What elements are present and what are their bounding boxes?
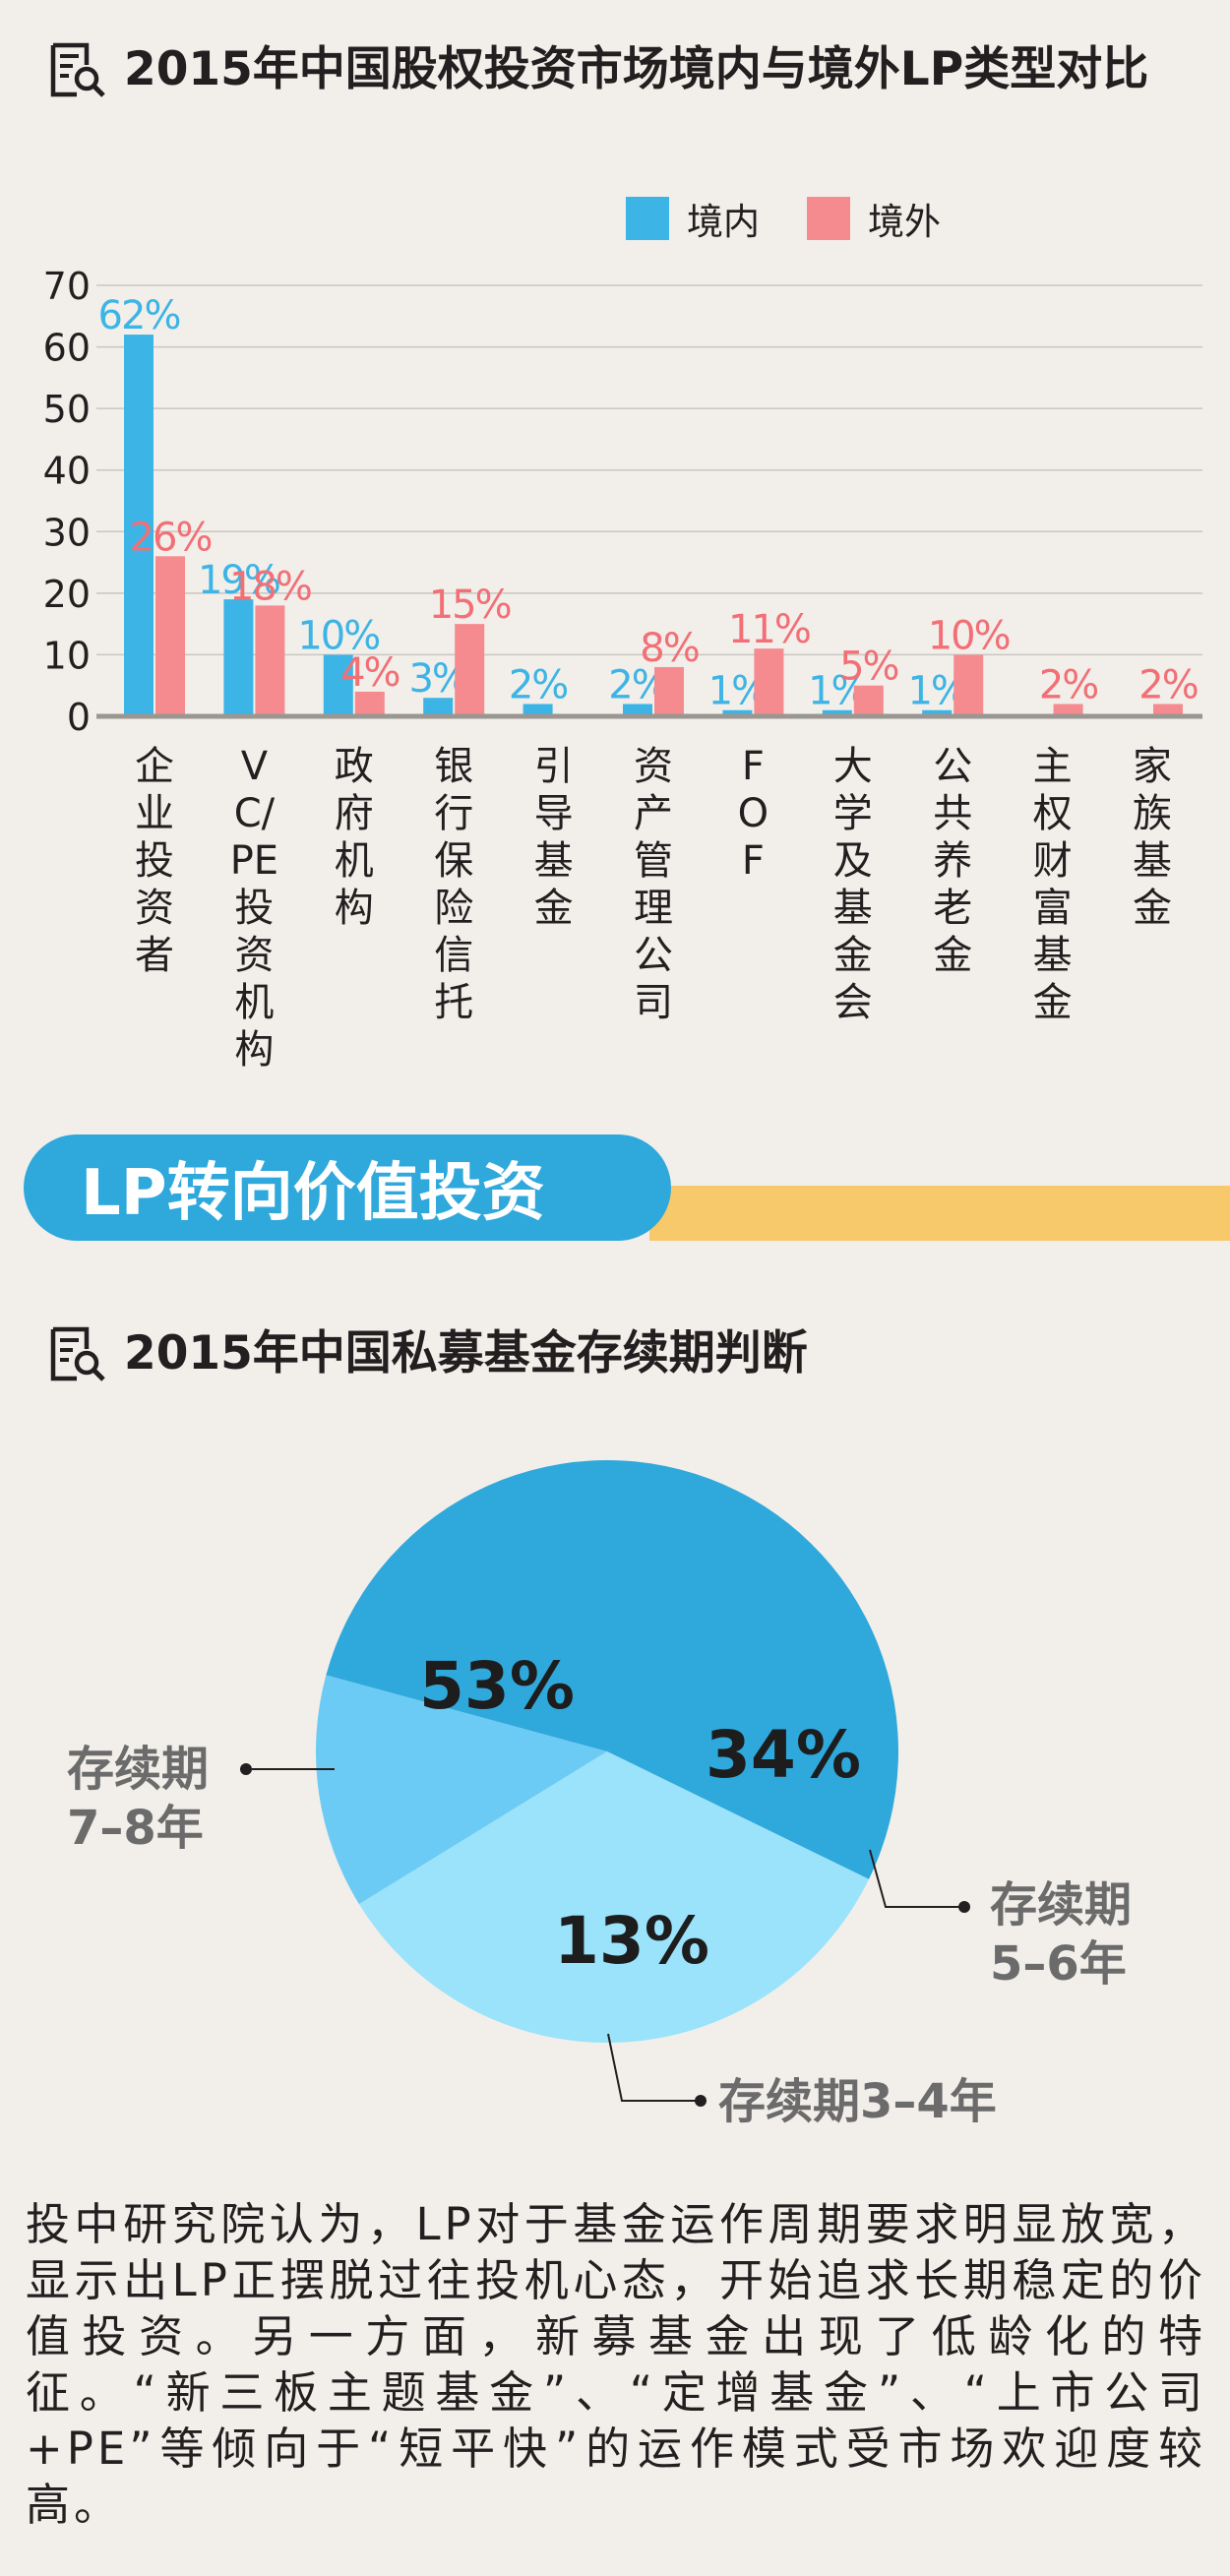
bar-domestic [423, 698, 454, 716]
callout-label-5-6: 存续期 5–6年 [990, 1877, 1133, 1992]
data-label: 62% [98, 293, 180, 338]
category-label: 大学及基金会 [832, 744, 873, 1025]
category-label: 家族基金 [1133, 744, 1172, 931]
y-tick-label: 20 [43, 573, 91, 616]
document-search-icon [50, 1326, 105, 1381]
y-tick-label: 30 [43, 511, 91, 554]
bar-domestic [922, 709, 953, 716]
callout-dot-5-6 [958, 1901, 970, 1913]
y-tick-label: 50 [43, 388, 91, 431]
section-accent-bar [649, 1186, 1230, 1241]
bar-domestic [822, 709, 852, 716]
callout-dot-3-4 [695, 2095, 707, 2107]
document-search-icon [50, 42, 105, 97]
category-label: VC/PE投资机构 [229, 744, 279, 1073]
pie-slice [326, 1460, 898, 1879]
callout-line-3-4 [607, 2033, 701, 2102]
data-label: 10% [297, 613, 379, 658]
bar-overseas [953, 654, 984, 716]
data-label: 2% [1138, 662, 1197, 707]
pie-slice [358, 1751, 870, 2043]
bar-overseas [354, 691, 385, 716]
pie-value-label: 34% [706, 1717, 861, 1793]
bar-overseas [455, 624, 485, 716]
y-tick-label: 70 [43, 265, 91, 308]
bar-overseas [1053, 704, 1083, 716]
legend-label-domestic: 境内 [687, 201, 760, 243]
y-tick-label: 0 [67, 696, 91, 733]
section-title: LP转向价值投资 [81, 1157, 545, 1230]
chart1-title: 2015年中国股权投资市场境内与境外LP类型对比 [124, 42, 1149, 96]
data-label: 2% [509, 662, 567, 707]
category-label: 公共养老金 [933, 744, 973, 978]
bar-domestic [223, 599, 254, 716]
data-label: 10% [928, 613, 1010, 658]
legend-swatch-domestic [626, 197, 669, 240]
callout-line-5-6 [869, 1849, 964, 1908]
category-label: 主权财富基金 [1032, 744, 1073, 1025]
callout-dot-7-8 [240, 1763, 252, 1775]
data-label: 19% [198, 558, 279, 603]
pie-value-label: 13% [554, 1903, 709, 1979]
bar-overseas [853, 685, 884, 716]
legend-swatch-overseas [807, 197, 850, 240]
bar-overseas [1153, 704, 1183, 716]
category-label: 企业投资者 [135, 744, 174, 978]
bar-overseas [255, 605, 285, 716]
pie-slice [315, 1675, 607, 1905]
data-label: 18% [229, 564, 311, 609]
data-label: 8% [640, 626, 698, 671]
chart1-title-row: 2015年中国股权投资市场境内与境外LP类型对比 [47, 39, 1216, 100]
body-paragraph: 投中研究院认为，LP对于基金运作周期要求明显放宽，显示出LP正摆脱过往投机心态，… [26, 2198, 1206, 2531]
chart2-title-row: 2015年中国私募基金存续期判断 [47, 1323, 808, 1384]
section-header: LP转向价值投资 [24, 1135, 671, 1241]
bar-domestic [722, 709, 753, 716]
category-label: 资产管理公司 [634, 744, 673, 1025]
data-label: 15% [429, 583, 511, 628]
bar-domestic [523, 704, 553, 716]
legend-item-overseas: 境外 [807, 192, 941, 245]
category-label: FOF [737, 744, 769, 884]
data-label: 26% [130, 515, 212, 560]
legend-item-domestic: 境内 [626, 192, 760, 245]
bar-domestic [623, 704, 652, 716]
bar-domestic [124, 335, 154, 716]
callout-label-3-4: 存续期3–4年 [718, 2074, 997, 2129]
y-tick-label: 40 [43, 450, 91, 493]
pie-value-label: 53% [419, 1648, 575, 1724]
data-label: 5% [839, 644, 897, 690]
category-label: 引导基金 [533, 744, 574, 931]
category-label: 政府机构 [334, 744, 374, 931]
category-label: 银行保险信托 [434, 744, 474, 1025]
y-tick-label: 60 [43, 327, 91, 370]
data-label: 11% [728, 607, 810, 652]
bar-overseas [155, 556, 185, 716]
data-label: 2% [1039, 662, 1097, 707]
data-label: 4% [340, 650, 399, 696]
callout-label-7-8: 存续期 7–8年 [67, 1742, 210, 1856]
bar-overseas [654, 666, 684, 716]
bar-domestic [323, 654, 353, 716]
chart2-title: 2015年中国私募基金存续期判断 [124, 1326, 808, 1380]
bar-overseas [754, 648, 784, 716]
y-tick-label: 10 [43, 634, 91, 677]
pie-chart: 34% 13% 53% [240, 1460, 970, 2107]
legend-label-overseas: 境外 [868, 201, 941, 243]
